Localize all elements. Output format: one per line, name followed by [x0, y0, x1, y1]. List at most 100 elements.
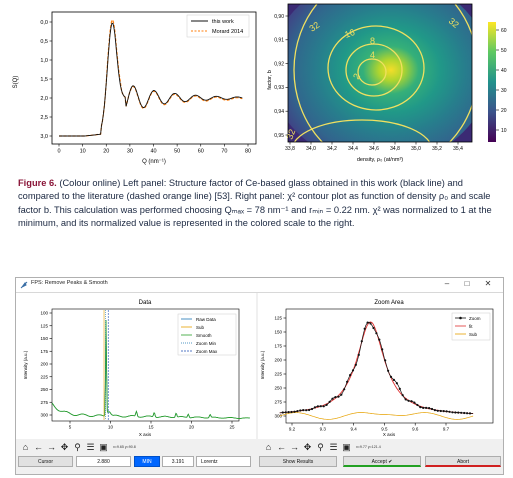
zoom-data-point: [404, 398, 407, 401]
legend-zoom-max: Zoom Max: [196, 349, 218, 354]
min-value-field[interactable]: 3.191: [162, 456, 194, 467]
pan-icon[interactable]: ✥: [60, 442, 69, 452]
left-xtick-label: 50: [174, 149, 180, 155]
right-xtick-label: 35,2: [432, 146, 442, 152]
save-icon[interactable]: ▣: [342, 442, 351, 452]
zoom-data-point: [436, 409, 439, 412]
zoom-data-point: [433, 409, 436, 412]
legend-zoom-min: Zoom Min: [196, 341, 217, 346]
legend-zoom-sub: Sub: [469, 332, 478, 337]
colorbar-tick-label: 10: [501, 128, 507, 134]
colorbar-tick-label: 40: [501, 68, 507, 74]
right-ytick-label: 0,94: [274, 109, 284, 115]
zoom-data-point: [313, 406, 316, 409]
contour-label-32-top: 32: [307, 20, 321, 34]
maximize-button[interactable]: □: [464, 279, 470, 288]
home-icon[interactable]: ⌂: [265, 442, 272, 452]
zoom-icon[interactable]: ⚲: [317, 442, 324, 452]
zoom-xtick-label: 9.5: [381, 427, 388, 432]
back-arrow-icon[interactable]: ←: [277, 442, 286, 452]
save-icon[interactable]: ▣: [99, 442, 108, 452]
app-feather-icon: [20, 281, 28, 289]
zoom-data-point: [308, 408, 311, 412]
zoom-data-point: [384, 359, 387, 362]
zoom-data-point: [360, 340, 363, 343]
right-xtick-label: 33,8: [285, 146, 295, 152]
left-ytick-label: 3,0: [40, 134, 48, 140]
zoom-data-point: [366, 321, 369, 324]
minimize-button[interactable]: –: [444, 279, 450, 288]
zoom-coord-readout: x=9.77 y=121.4: [356, 445, 381, 449]
figure-label: Figure 6.: [18, 178, 57, 188]
zoom-data-point: [316, 405, 319, 408]
zoom-plot[interactable]: Zoom Area 9.2 9.3 9.4 9.5 9.6 9.7 125 150 175 200…: [258, 293, 503, 439]
configure-icon[interactable]: ☰: [86, 442, 95, 452]
zoom-data-point: [430, 407, 434, 411]
data-xlabel: X axis: [139, 432, 152, 437]
zoom-data-point: [305, 409, 308, 412]
data-ytick-label: 225: [40, 374, 48, 379]
zoom-data-point: [442, 410, 445, 413]
colorbar-tick-label: 60: [501, 28, 507, 34]
zoom-data-point: [460, 411, 463, 414]
cursor-value-field[interactable]: 2.880: [76, 456, 131, 467]
colorbar-tick-label: 20: [501, 108, 507, 114]
right-ytick-label: 0,91: [274, 38, 284, 44]
zoom-data-point: [454, 411, 457, 414]
zoom-ytick-label: 275: [274, 400, 282, 405]
forward-arrow-icon[interactable]: →: [47, 442, 56, 452]
zoom-legend: Zoom fit Sub: [451, 312, 491, 341]
left-xtick-label: 30: [127, 149, 133, 155]
configure-icon[interactable]: ☰: [329, 442, 338, 452]
right-ytick-label: 0,90: [274, 14, 284, 20]
zoom-plot-toolbar: ⌂ ← → ✥ ⚲ ☰ ▣ x=9.77 y=121.4: [263, 440, 381, 454]
show-results-button[interactable]: Show Results: [259, 456, 337, 467]
zoom-xtick-label: 9.6: [412, 427, 419, 432]
min-button[interactable]: MIN: [134, 456, 160, 467]
right-xlabel: density, ρ₀ (at/nm³): [357, 157, 403, 163]
forward-arrow-icon[interactable]: →: [290, 442, 299, 452]
legend-smooth: Smooth: [196, 333, 212, 338]
back-arrow-icon[interactable]: ←: [34, 442, 43, 452]
zoom-data-point: [328, 400, 331, 403]
abort-button[interactable]: Abort: [425, 456, 501, 467]
left-ytick-label: 1,5: [40, 77, 48, 83]
zoom-data-point: [457, 411, 460, 414]
data-ytick-label: 250: [40, 387, 48, 392]
chi2-contour-chart: 32 16 8 4 2 32 32 33,8 34,0 34,2 34,4 34,6 34…: [267, 3, 507, 163]
zoom-ytick-label: 200: [274, 358, 282, 363]
zoom-data-point: [293, 410, 296, 413]
data-plot[interactable]: Data 5 10 15 20 25 100 125 150 175 200 225 250 275 30…: [16, 293, 256, 439]
smooth-curve: [51, 320, 250, 419]
zoom-data-point: [395, 382, 398, 385]
home-icon[interactable]: ⌂: [22, 442, 29, 452]
accept-button[interactable]: Accept ✔: [343, 456, 421, 467]
data-plot-toolbar: ⌂ ← → ✥ ⚲ ☰ ▣ x=9.65 y=90.8: [20, 440, 136, 454]
zoom-data-point: [410, 400, 413, 403]
zoom-data-point: [422, 406, 425, 409]
zoom-data-point: [375, 332, 378, 335]
pan-icon[interactable]: ✥: [303, 442, 312, 452]
close-button[interactable]: ✕: [484, 279, 492, 288]
mode-select[interactable]: Lorentz: [196, 456, 251, 467]
colorbar-tick-label: 30: [501, 88, 507, 94]
zoom-ytick-label: 300: [274, 414, 282, 419]
left-xtick-label: 60: [198, 149, 204, 155]
right-xtick-label: 34,8: [390, 146, 400, 152]
zoom-icon[interactable]: ⚲: [74, 442, 81, 452]
contour-label-4: 4: [370, 50, 375, 60]
left-xlabel: Q (nm⁻¹): [142, 159, 166, 165]
cursor-button[interactable]: Cursor: [18, 456, 73, 467]
zoom-plot-title: Zoom Area: [374, 300, 404, 306]
right-ytick-label: 0,93: [274, 85, 284, 91]
left-xtick-label: 20: [103, 149, 109, 155]
zoom-data-point: [378, 338, 381, 341]
zoom-data-point: [387, 369, 390, 372]
zoom-xtick-label: 9.2: [289, 427, 296, 432]
zoom-data-point: [363, 327, 366, 330]
left-xtick-label: 80: [245, 149, 251, 155]
right-xtick-label: 34,2: [327, 146, 337, 152]
bottom-controls: Cursor 2.880 MIN 3.191 Lorentz Show Resu…: [16, 456, 503, 470]
this-work-curve: [59, 22, 243, 137]
window-title: FPS: Remove Peaks & Smooth: [31, 280, 108, 286]
